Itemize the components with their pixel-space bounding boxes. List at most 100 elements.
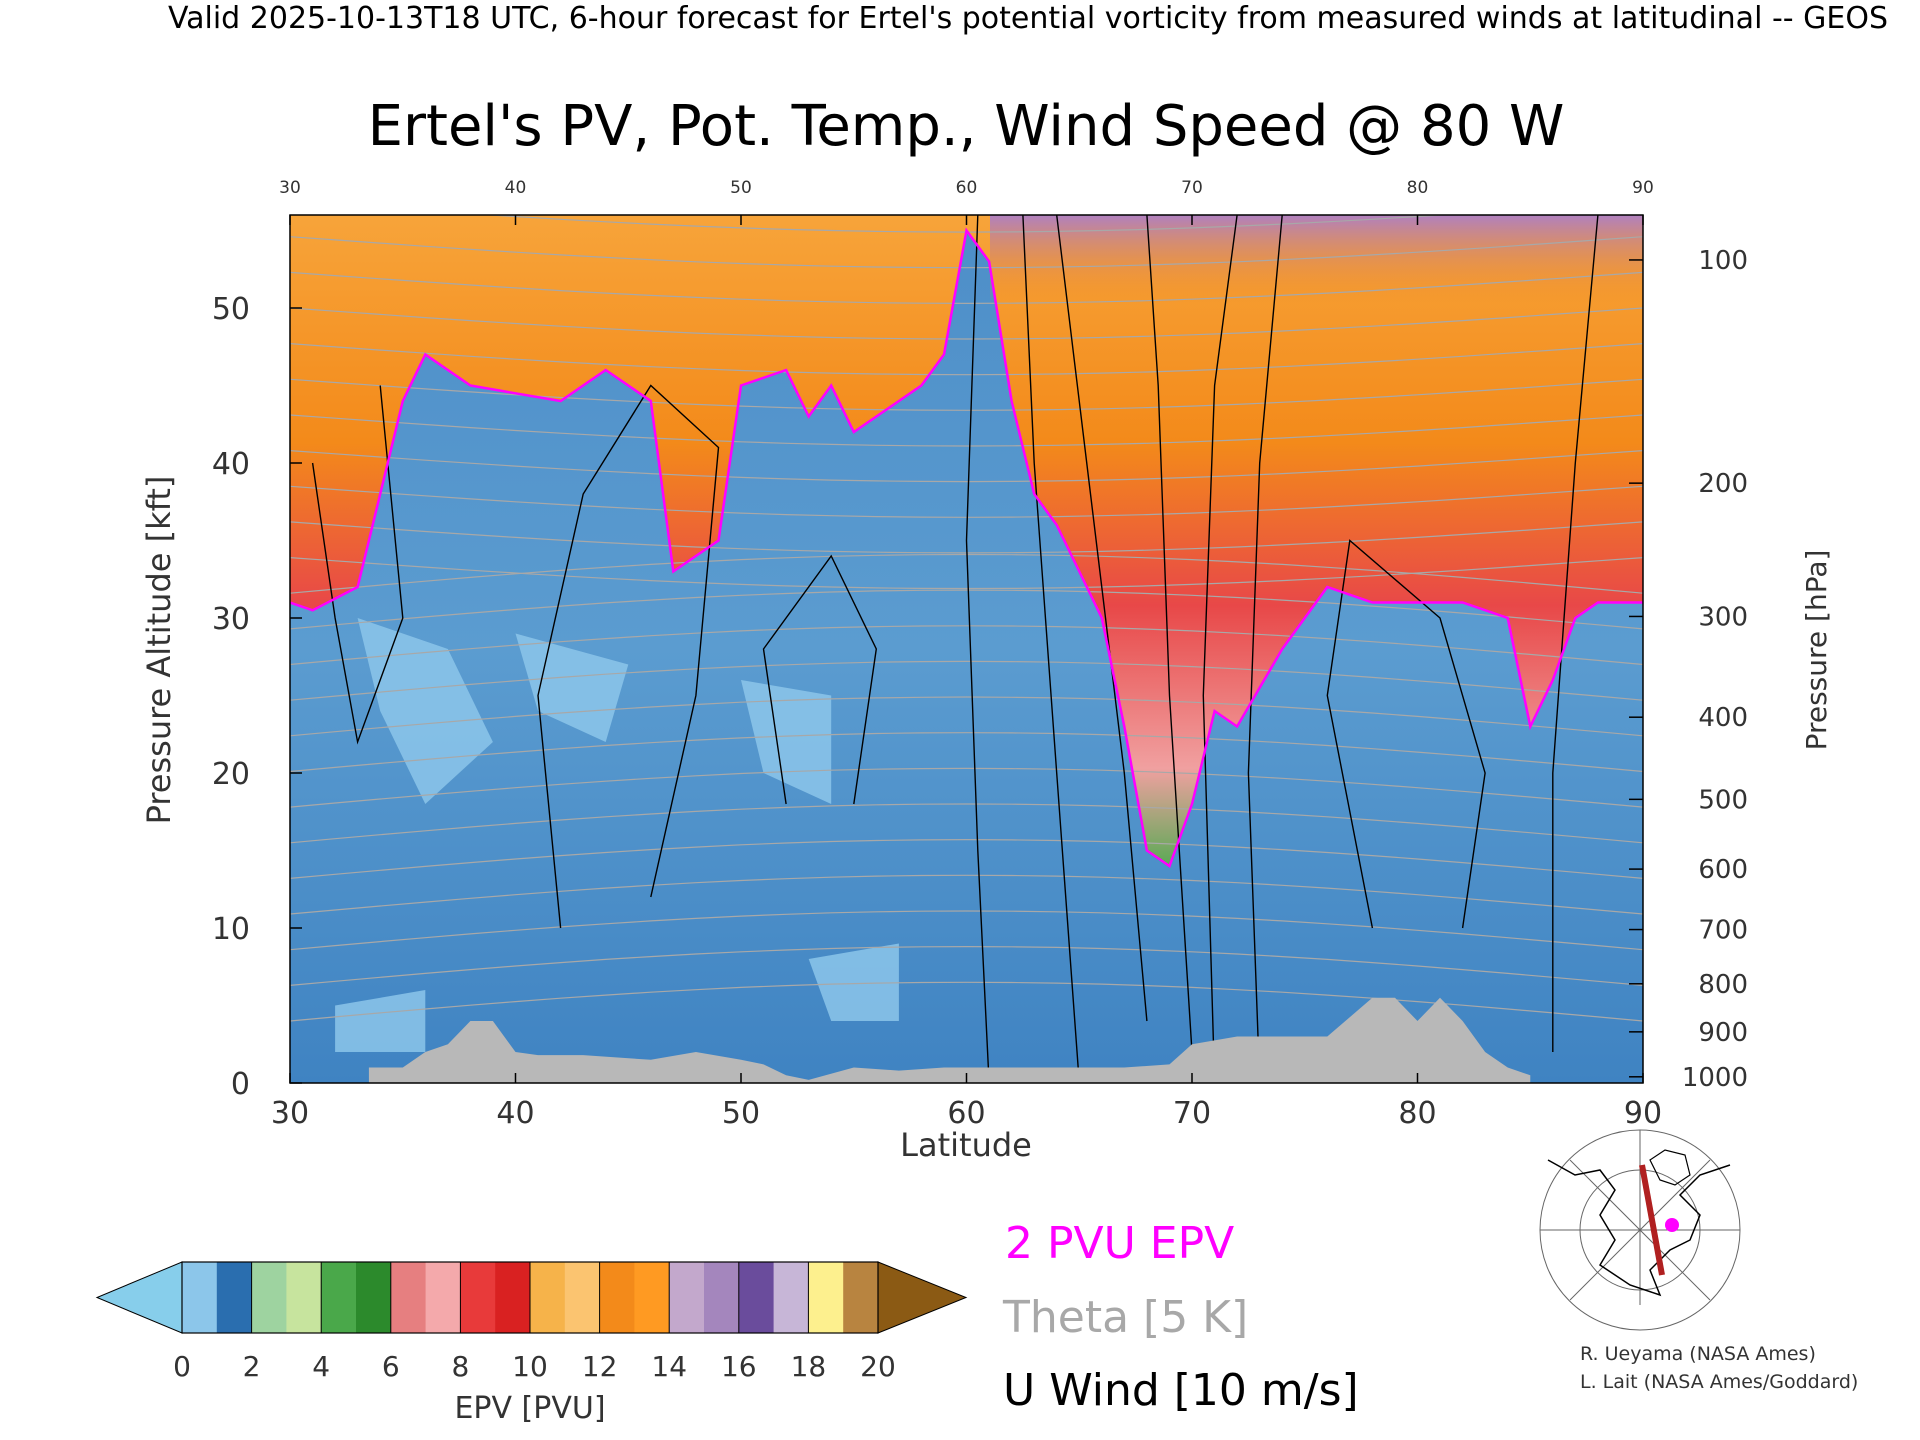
- topography: [368, 997, 1531, 1083]
- theta-contour: [290, 874, 1643, 915]
- colorbar-tick-label: 10: [512, 1350, 548, 1383]
- y-tick-label: 0: [231, 1067, 250, 1102]
- pv-2pvu-contour: [290, 227, 1643, 868]
- legend: 2 PVU EPV Theta [5 K] U Wind [10 m/s]: [1002, 1218, 1359, 1416]
- theta-contour: [290, 625, 1643, 666]
- y-axis-label: Pressure Altitude [kft]: [140, 476, 178, 825]
- theta-contour: [290, 981, 1643, 1022]
- pressure-tick-label: 800: [1698, 970, 1748, 1000]
- pressure-tick-label: 700: [1698, 916, 1748, 946]
- x-axis-top: 30 40 50 60 70 80 90: [279, 178, 1654, 225]
- colorbar-cell: [286, 1262, 322, 1333]
- u-wind-contour: [762, 554, 878, 805]
- colorbar-cell: [390, 1262, 427, 1333]
- colorbar: 0 2 4 6 8 10 12 14 16 18 20: [95, 1261, 968, 1383]
- theta-contour: [290, 271, 1643, 305]
- x-tick-label: 80: [1398, 1096, 1436, 1131]
- colorbar-tick-label: 16: [721, 1350, 757, 1383]
- colorbar-high-extend: [877, 1261, 968, 1334]
- colorbar-cell: [251, 1262, 287, 1333]
- x-axis-label: Latitude: [900, 1126, 1032, 1164]
- legend-uwind: U Wind [10 m/s]: [1003, 1365, 1359, 1416]
- u-wind-contour: [537, 384, 720, 929]
- colorbar-cell: [495, 1262, 531, 1333]
- y-axis-left: 0 10 20 30 40 50: [212, 292, 302, 1102]
- theta-contour: [290, 485, 1643, 518]
- u-wind-contour: [965, 215, 990, 1083]
- x-tick-label: 40: [496, 1096, 534, 1131]
- pressure-tick-label: 600: [1698, 855, 1748, 885]
- u-wind-contour: [1146, 215, 1193, 1053]
- colorbar-tick-label: 4: [312, 1350, 330, 1383]
- theta-contour: [290, 414, 1643, 447]
- colorbar-cell: [356, 1262, 392, 1333]
- x-tick-label: 50: [722, 1096, 760, 1131]
- theta-contour: [290, 378, 1643, 411]
- low-pv-patch: [357, 618, 493, 804]
- theta-contour: [290, 557, 1643, 590]
- theta-contour: [290, 838, 1643, 879]
- x-tick-label: 90: [1624, 1096, 1662, 1131]
- colorbar-cell: [704, 1262, 740, 1333]
- theta-contour: [290, 732, 1643, 773]
- x-tick-top-label: 50: [730, 178, 752, 198]
- x-tick-top-label: 80: [1407, 178, 1429, 198]
- x-tick-label: 70: [1173, 1096, 1211, 1131]
- colorbar-low-extend: [95, 1261, 183, 1334]
- low-pv-patch: [335, 990, 426, 1052]
- y-tick-label: 50: [212, 292, 250, 327]
- u-wind-contour: [1056, 215, 1148, 1022]
- colorbar-cell: [669, 1262, 705, 1333]
- u-wind-contour: [1326, 539, 1486, 929]
- u-wind-contour: [1552, 215, 1599, 1052]
- pressure-tick-label: 1000: [1682, 1063, 1748, 1093]
- colorbar-cell: [843, 1262, 879, 1333]
- colorbar-cell: [182, 1262, 218, 1333]
- u-wind-contours: [311, 215, 1599, 1083]
- colorbar-tick-label: 20: [860, 1350, 896, 1383]
- x-tick-label: 30: [271, 1096, 309, 1131]
- colorbar-tick-label: 0: [173, 1350, 191, 1383]
- y-tick-label: 10: [212, 912, 250, 947]
- y-axis-right-label: Pressure [hPa]: [1800, 550, 1833, 751]
- colorbar-tick-label: 8: [451, 1350, 469, 1383]
- colorbar-cell: [425, 1262, 461, 1333]
- x-tick-top-label: 70: [1181, 178, 1203, 198]
- u-wind-contour: [311, 385, 404, 745]
- x-tick-top-label: 60: [956, 178, 978, 198]
- theta-contour: [290, 696, 1643, 737]
- plot-area: [290, 215, 1643, 1083]
- credit-line-2: L. Lait (NASA Ames/Goddard): [1580, 1371, 1858, 1393]
- inset-map: [1539, 1129, 1741, 1331]
- stratosphere-field: [290, 215, 1643, 866]
- colorbar-cell: [808, 1262, 844, 1333]
- y-tick-label: 20: [212, 757, 250, 792]
- colorbar-cell: [564, 1262, 601, 1333]
- colorbar-cell: [460, 1262, 496, 1333]
- colorbar-tick-label: 2: [243, 1350, 261, 1383]
- credit-line-1: R. Ueyama (NASA Ames): [1580, 1343, 1816, 1365]
- x-tick-label: 60: [947, 1096, 985, 1131]
- pressure-tick-label: 400: [1698, 703, 1748, 733]
- theta-contour: [290, 307, 1643, 340]
- theta-contour: [290, 767, 1643, 808]
- colorbar-cell: [321, 1262, 357, 1333]
- low-pv-patch: [515, 633, 629, 742]
- y-tick-label: 40: [212, 447, 250, 482]
- u-wind-contour: [1202, 215, 1238, 1083]
- theta-contour: [290, 343, 1643, 376]
- x-tick-top-label: 40: [505, 178, 527, 198]
- theta-contour: [290, 660, 1643, 701]
- colorbar-tick-label: 18: [791, 1350, 827, 1383]
- x-axis-bottom: 30 40 50 60 70 80 90: [271, 1073, 1662, 1131]
- y-axis-right-pressure: 100 200 300 400 500 600 700 800 900 1000: [1629, 246, 1748, 1093]
- x-tick-top-label: 90: [1632, 178, 1654, 198]
- colorbar-cell: [773, 1262, 809, 1333]
- u-wind-contour: [1247, 215, 1283, 1083]
- y-tick-label: 30: [212, 602, 250, 637]
- colorbar-tick-label: 14: [651, 1350, 687, 1383]
- theta-contour: [290, 236, 1643, 269]
- theta-contour: [290, 945, 1643, 986]
- pressure-tick-label: 200: [1698, 469, 1748, 499]
